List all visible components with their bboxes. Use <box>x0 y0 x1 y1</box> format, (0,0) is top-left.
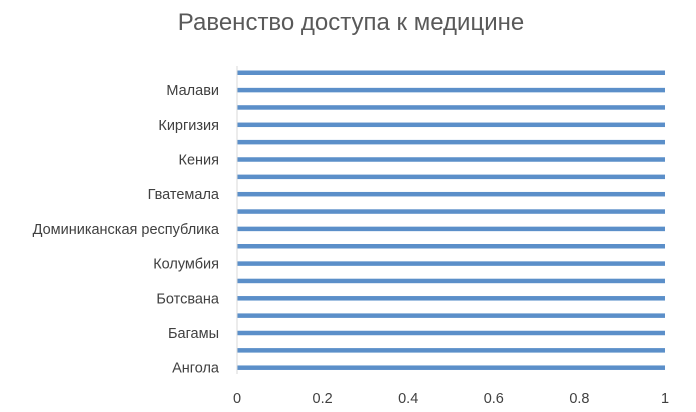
x-tick-label: 0.4 <box>398 391 418 407</box>
category-label: Малави <box>166 83 219 99</box>
bar <box>237 70 665 75</box>
bar <box>237 296 665 301</box>
category-label: Доминиканская республика <box>33 222 220 238</box>
bar <box>237 209 665 214</box>
category-label: Ангола <box>172 361 220 377</box>
category-label: Гватемала <box>148 187 220 203</box>
category-label: Киргизия <box>158 118 219 134</box>
bar <box>237 365 665 370</box>
bar <box>237 174 665 180</box>
category-label: Ботсвана <box>156 291 220 307</box>
bar <box>237 348 665 353</box>
bar <box>237 87 665 93</box>
bar <box>237 226 665 232</box>
bar <box>237 313 665 318</box>
x-tick-label: 0.6 <box>484 391 504 407</box>
bar <box>237 122 665 128</box>
category-labels: Ангола Багамы Ботсвана Колумбия Доминиканска… <box>33 83 220 377</box>
bar <box>237 330 665 336</box>
x-tick-label: 0.8 <box>569 391 589 407</box>
bar <box>237 261 665 266</box>
x-tick-labels: 0 0.2 0.4 0.6 0.8 1 <box>233 391 669 407</box>
bar <box>237 244 665 249</box>
x-tick-label: 0 <box>233 391 241 407</box>
bars-group <box>237 70 665 370</box>
bar <box>237 278 665 284</box>
category-label: Колумбия <box>153 257 219 273</box>
bar <box>237 105 665 110</box>
category-label: Кения <box>179 153 219 169</box>
bar <box>237 157 665 162</box>
bar <box>237 139 665 145</box>
category-label: Багамы <box>168 326 219 342</box>
x-tick-label: 1 <box>661 391 669 407</box>
x-tick-label: 0.2 <box>313 391 333 407</box>
bar <box>237 191 665 197</box>
chart-title: Равенство доступа к медицине <box>178 9 524 36</box>
